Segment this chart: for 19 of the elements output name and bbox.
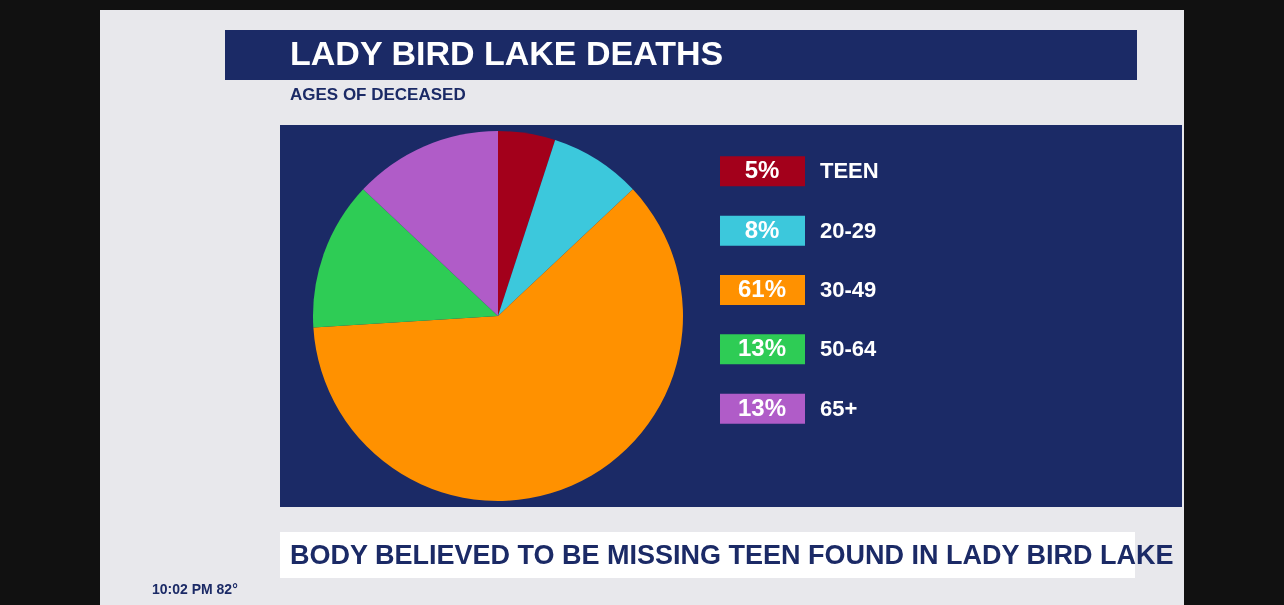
text: BODY BELIEVED TO BE MISSING TEEN FOUND IN LADY BIRD LAKE	[290, 540, 1174, 570]
pie-slice	[498, 131, 556, 316]
legend-label: 65+	[820, 395, 858, 421]
pie-slice	[363, 131, 498, 316]
legend-label: 20-29	[820, 217, 877, 243]
pie-slice	[498, 140, 633, 316]
data-label: 13%	[737, 334, 787, 362]
chart-title: LADY BIRD LAKE DEATHS	[290, 34, 724, 72]
data-label: 13%	[737, 393, 787, 421]
data-label: 5%	[744, 156, 780, 184]
pie-slice	[313, 189, 683, 501]
legend-label: TEEN	[820, 158, 879, 184]
text: 10:02 PM 82°	[152, 581, 238, 597]
data-label: 8%	[744, 215, 780, 243]
data-label: 61%	[737, 275, 787, 302]
legend-label: 30-49	[820, 277, 877, 302]
legend-label: 50-64	[820, 336, 878, 362]
pie-slice	[313, 189, 498, 328]
chart-subtitle: AGES OF DECEASED	[290, 85, 466, 104]
